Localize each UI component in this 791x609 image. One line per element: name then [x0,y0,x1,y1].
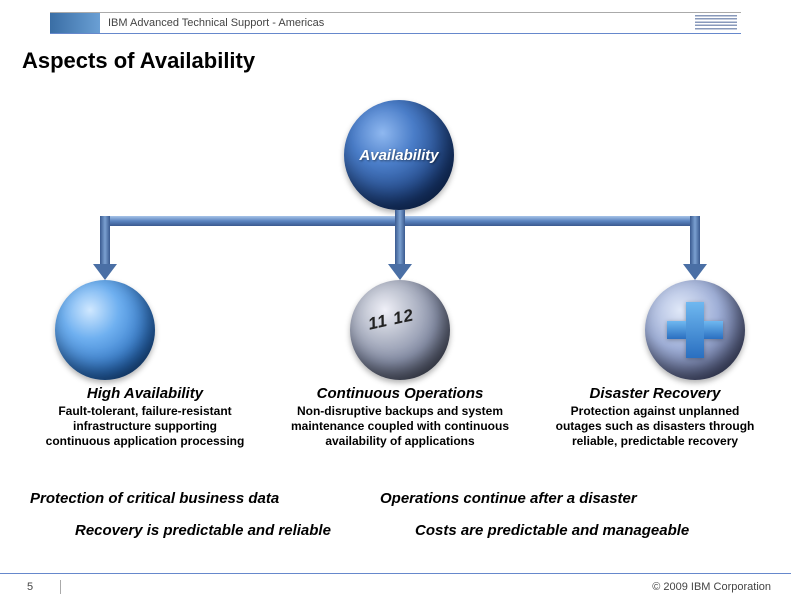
footer-separator [60,580,61,594]
continuous-operations-sphere-icon [350,280,450,380]
availability-sphere: Availability [344,100,454,210]
statement-costs: Costs are predictable and manageable [415,522,689,539]
availability-sphere-label: Availability [359,147,438,164]
statement-protection: Protection of critical business data [30,490,279,507]
header-title: IBM Advanced Technical Support - America… [100,17,695,29]
statement-operations: Operations continue after a disaster [380,490,637,507]
aspect-desc: Non-disruptive backups and system mainte… [270,404,530,449]
arrow-head-icon [388,264,412,280]
copyright: © 2009 IBM Corporation [652,581,791,593]
high-availability-sphere-icon [55,280,155,380]
aspect-high-availability: High Availability Fault-tolerant, failur… [30,385,260,449]
aspect-title: Disaster Recovery [550,385,760,402]
ibm-logo-icon [695,15,741,31]
connector-down-2 [395,210,405,266]
aspect-desc: Fault-tolerant, failure-resistant infras… [40,404,250,449]
arrow-head-icon [93,264,117,280]
aspect-disaster-recovery: Disaster Recovery Protection against unp… [540,385,770,449]
aspect-continuous-operations: Continuous Operations Non-disruptive bac… [260,385,540,449]
aspect-title: Continuous Operations [270,385,530,402]
aspect-desc: Protection against unplanned outages suc… [550,404,760,449]
disaster-recovery-sphere-icon [645,280,745,380]
footer: 5 © 2009 IBM Corporation [0,573,791,599]
page-title: Aspects of Availability [22,48,255,74]
connector-down-1 [100,216,110,266]
aspects-row: High Availability Fault-tolerant, failur… [30,385,770,449]
header-accent-block [50,13,100,33]
aspect-title: High Availability [40,385,250,402]
statement-recovery: Recovery is predictable and reliable [75,522,331,539]
page-number: 5 [0,581,60,593]
connector-down-3 [690,216,700,266]
header-bar: IBM Advanced Technical Support - America… [50,12,741,34]
arrow-head-icon [683,264,707,280]
availability-diagram: Availability [60,90,730,380]
